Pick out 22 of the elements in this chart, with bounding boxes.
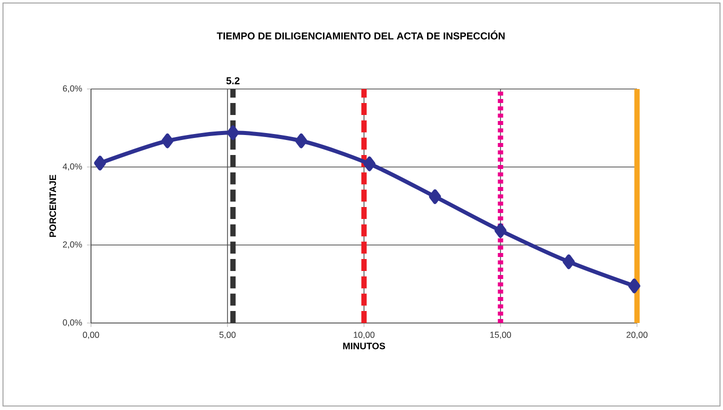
point (428, 189, 441, 204)
y-tick-label: 6,0% (62, 85, 82, 93)
point (628, 278, 640, 294)
chart-title: TIEMPO DE DILIGENCIAMIENTO DEL ACTA DE INSPECCIÓN (216, 30, 505, 40)
point (161, 134, 174, 148)
y-tick-label: 4,0% (62, 163, 82, 171)
point (295, 134, 308, 148)
y-axis-title: PORCENTAJE (49, 174, 56, 237)
x-tick-label: 20,00 (626, 332, 648, 339)
x-axis-title: MINUTOS (343, 342, 386, 350)
x-tick-label: 0,00 (82, 332, 100, 339)
y-tick-label: 2,0% (62, 241, 82, 249)
x-tick-label: 10,00 (354, 332, 374, 339)
point (494, 223, 507, 238)
point (363, 156, 376, 172)
x-tick-label: 5,00 (219, 332, 236, 339)
x-tick-label: 15,00 (490, 332, 511, 339)
point (226, 125, 239, 140)
point (562, 254, 575, 270)
point (94, 156, 106, 170)
y-tick-label: 0,0% (62, 319, 82, 327)
ref-line-label: 5.2 (226, 77, 240, 84)
